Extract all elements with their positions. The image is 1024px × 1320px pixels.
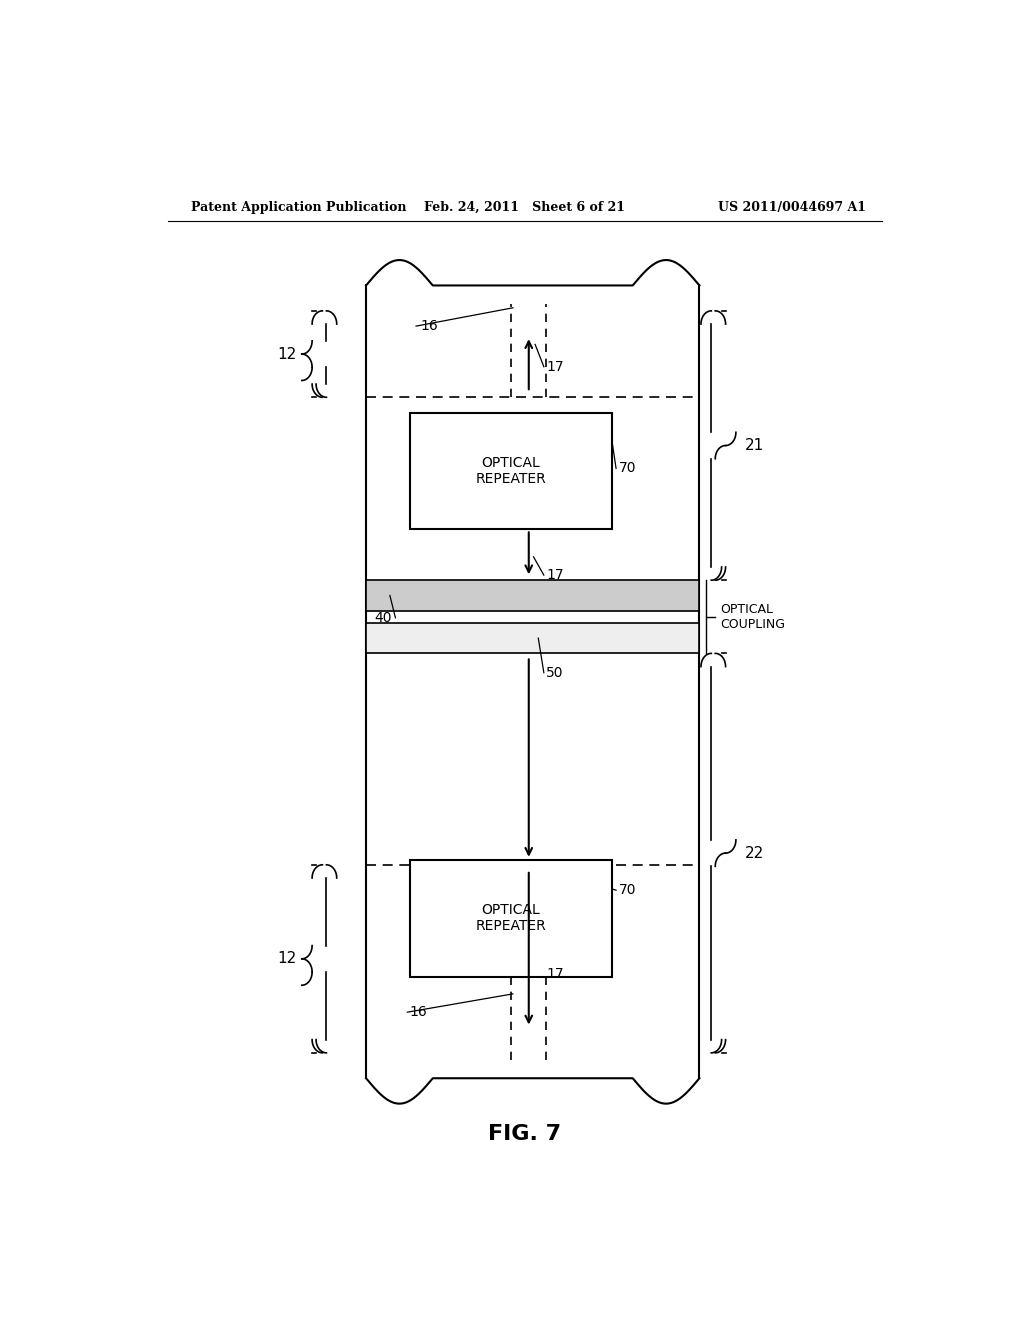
Bar	[410, 413, 612, 529]
Text: 12: 12	[278, 952, 296, 966]
Text: 22: 22	[745, 846, 765, 861]
Bar	[367, 623, 699, 653]
Bar	[410, 859, 612, 977]
Text: Patent Application Publication: Patent Application Publication	[191, 201, 407, 214]
Text: Feb. 24, 2011   Sheet 6 of 21: Feb. 24, 2011 Sheet 6 of 21	[424, 201, 626, 214]
Text: 21: 21	[745, 438, 765, 453]
Text: 70: 70	[618, 883, 636, 898]
Text: OPTICAL
REPEATER: OPTICAL REPEATER	[475, 903, 546, 933]
Text: 50: 50	[546, 665, 564, 680]
Text: 12: 12	[278, 347, 296, 362]
Text: 17: 17	[546, 568, 564, 582]
Text: 17: 17	[546, 360, 564, 374]
Text: OPTICAL
REPEATER: OPTICAL REPEATER	[475, 455, 546, 486]
Text: 16: 16	[420, 319, 438, 333]
Text: US 2011/0044697 A1: US 2011/0044697 A1	[718, 201, 866, 214]
Text: 40: 40	[374, 611, 391, 624]
Text: FIG. 7: FIG. 7	[488, 1125, 561, 1144]
Text: OPTICAL
COUPLING: OPTICAL COUPLING	[720, 603, 785, 631]
Bar	[367, 581, 699, 611]
Text: 17: 17	[546, 966, 564, 981]
Text: 16: 16	[410, 1005, 427, 1019]
Text: 70: 70	[618, 462, 636, 475]
